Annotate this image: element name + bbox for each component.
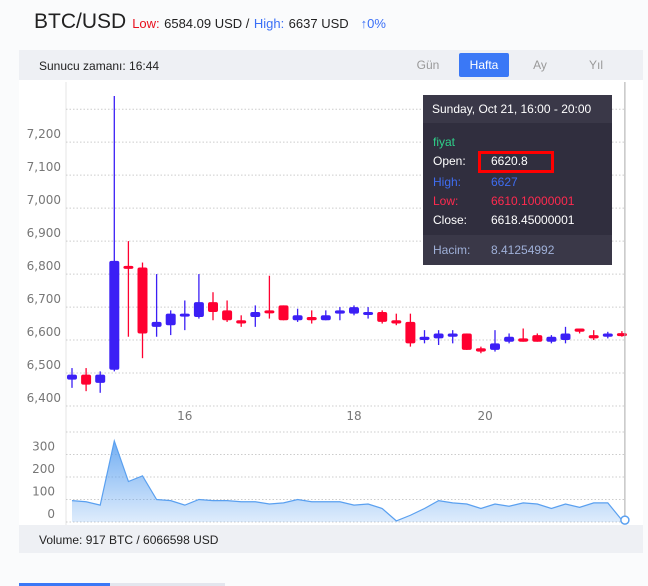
candle-body (67, 374, 77, 380)
candle-body (222, 310, 233, 321)
high-label: High: (253, 16, 285, 31)
y-tick-label: 6,700 (27, 292, 61, 306)
low-value: 6584.09 USD / (164, 16, 250, 31)
tab-gun[interactable]: Gün (416, 58, 440, 72)
low-label: Low: (132, 16, 160, 31)
candle-body (602, 333, 613, 337)
candle-body (419, 336, 430, 341)
x-tick-label: 16 (177, 409, 192, 423)
candle-body (165, 313, 176, 326)
candle-body (151, 321, 162, 327)
candle-body (377, 312, 388, 322)
candle-body (264, 310, 275, 314)
close-value: 6618.45000001 (491, 213, 575, 227)
y-tick-label: 6,800 (27, 259, 61, 273)
chart-footer: Volume: 917 BTC / 6066598 USD (19, 525, 643, 553)
high-value: 6637 USD (288, 16, 349, 31)
candle-body (363, 312, 374, 316)
candle-body (546, 336, 557, 342)
pair-title: BTC/USD (34, 10, 127, 33)
candle-body (81, 374, 92, 385)
y-tick-label: 7,200 (27, 127, 61, 141)
volume-summary: Volume: 917 BTC / 6066598 USD (39, 533, 219, 547)
y-tick-label: 7,100 (27, 160, 61, 174)
volume-tick-label: 100 (32, 485, 55, 499)
candle-body (109, 260, 120, 370)
high-value: 6627 (491, 175, 518, 189)
y-tick-label: 6,900 (27, 226, 61, 240)
candle-body (349, 307, 359, 314)
tooltip: Sunday, Oct 21, 16:00 - 20:00 fiyat Open… (423, 95, 612, 265)
candle-body (560, 333, 571, 341)
candle-body (292, 315, 303, 321)
candle-body (391, 320, 402, 324)
tooltip-title: Sunday, Oct 21, 16:00 - 20:00 (423, 95, 612, 123)
candle-body (504, 336, 515, 342)
tab-yil[interactable]: Yıl (588, 58, 603, 72)
chart-toolbar: Sunucu zamanı: 16:44 Gün Hafta Ay Yıl (19, 50, 643, 80)
candle-body (278, 305, 289, 321)
candle-body (475, 348, 486, 352)
volume-tick-label: 0 (47, 507, 55, 521)
y-tick-label: 7,000 (27, 193, 61, 207)
volume-tick-label: 300 (32, 440, 55, 454)
candle-body (532, 335, 543, 342)
candle-body (320, 315, 331, 321)
high-label: High: (433, 175, 462, 189)
volume-tick-label: 200 (32, 462, 55, 476)
low-value: 6610.10000001 (491, 194, 575, 208)
y-tick-label: 6,600 (27, 325, 61, 339)
volume-label: Hacim: (433, 243, 471, 257)
candle-body (461, 333, 472, 350)
tab-hafta[interactable]: Hafta (459, 53, 509, 77)
candle-body (236, 320, 247, 324)
price-volume-chart[interactable]: 6,400 6,500 6,600 6,700 6,800 6,900 7,000 7,100… (19, 50, 643, 525)
volume-line (71, 438, 623, 522)
candle-body (574, 328, 585, 332)
tooltip-series: fiyat (433, 135, 456, 149)
candle-body (179, 313, 190, 317)
candle-body (95, 374, 106, 383)
candle-body (405, 321, 416, 344)
candle-body (137, 267, 148, 334)
y-tick-label: 6,400 (27, 391, 61, 405)
server-time: Sunucu zamanı: 16:44 (39, 59, 160, 73)
candle-body (208, 302, 218, 313)
header: BTC/USD Low: 6584.09 USD / High: 6637 US… (34, 10, 386, 34)
candle-body (518, 338, 529, 342)
candle-body (433, 333, 444, 339)
candle-body (334, 310, 345, 314)
open-label: Open: (433, 154, 466, 168)
candle-body (193, 302, 204, 317)
candle-body (588, 335, 599, 339)
y-tick-label: 6,500 (27, 358, 61, 372)
volume-point-marker (620, 515, 630, 525)
low-label: Low: (433, 194, 459, 208)
x-tick-label: 20 (477, 409, 492, 423)
tab-ay[interactable]: Ay (533, 58, 547, 72)
period-tabs: Gün Hafta Ay Yıl (403, 53, 621, 77)
x-tick-label: 18 (346, 409, 361, 423)
candle-body (250, 312, 261, 317)
change-indicator: ↑0% (360, 16, 386, 31)
tooltip-volume: Hacim: 8.41254992 (423, 235, 612, 265)
close-label: Close: (433, 213, 468, 227)
candle-body (123, 265, 134, 269)
candle-body (447, 333, 458, 337)
candle-body (490, 343, 500, 350)
volume-area (72, 441, 622, 522)
bottom-tab-active[interactable] (19, 583, 110, 586)
open-value: 6620.8 (491, 154, 528, 168)
highlight-box (478, 151, 554, 173)
candle-body (306, 316, 317, 321)
volume-value: 8.41254992 (491, 243, 555, 257)
bottom-tabs (19, 583, 225, 586)
